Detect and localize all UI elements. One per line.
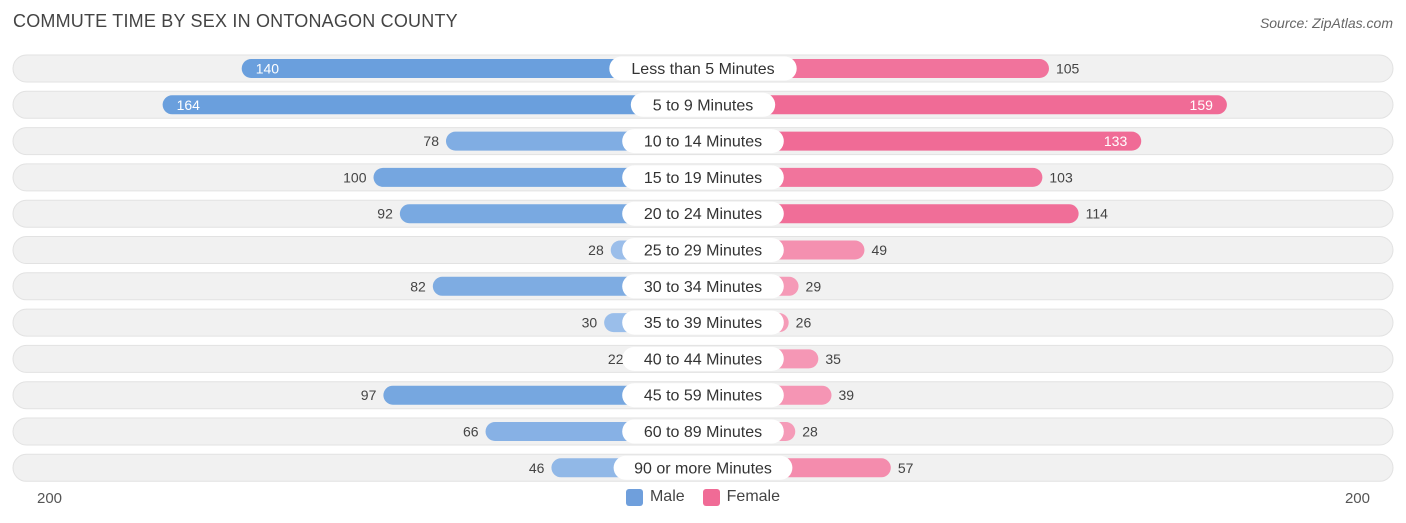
value-label-female: 133	[1104, 133, 1128, 149]
source-label: Source: ZipAtlas.com	[1259, 15, 1393, 31]
category-label: 10 to 14 Minutes	[644, 134, 762, 151]
category-label: 30 to 34 Minutes	[644, 279, 762, 296]
category-pill	[622, 201, 784, 226]
category-label: Less than 5 Minutes	[631, 61, 774, 78]
category-pill	[609, 56, 797, 81]
chart-title: COMMUTE TIME BY SEX IN ONTONAGON COUNTY	[13, 11, 458, 31]
value-label-male: 22	[608, 351, 624, 367]
value-label-male: 28	[588, 242, 604, 258]
category-label: 15 to 19 Minutes	[644, 170, 762, 187]
value-label-male: 97	[361, 387, 377, 403]
legend-item-female: Female	[702, 488, 781, 506]
axis-left-label: 200	[37, 490, 63, 507]
category-label: 45 to 59 Minutes	[644, 388, 762, 405]
value-label-male: 140	[256, 61, 280, 77]
bar-female	[703, 204, 1079, 224]
value-label-male: 92	[377, 206, 393, 222]
category-pill	[622, 238, 784, 262]
value-label-female: 29	[806, 278, 822, 294]
value-label-female: 28	[802, 424, 818, 440]
value-label-female: 35	[825, 351, 841, 367]
category-label: 25 to 29 Minutes	[644, 243, 762, 260]
legend: Male Female	[0, 488, 1406, 506]
bar-female	[703, 95, 1227, 115]
legend-label-male: Male	[649, 488, 685, 505]
legend-swatch-male	[625, 488, 643, 506]
category-label: 40 to 44 Minutes	[644, 351, 762, 368]
value-label-female: 49	[871, 242, 887, 258]
category-pill	[622, 310, 784, 335]
value-label-female: 39	[839, 387, 855, 403]
category-label: 5 to 9 Minutes	[653, 97, 754, 114]
category-pill	[622, 419, 784, 444]
value-label-female: 103	[1049, 169, 1073, 185]
value-label-female: 105	[1056, 61, 1080, 77]
bar-male	[383, 385, 703, 405]
legend-item-male: Male	[625, 488, 685, 506]
value-label-female: 57	[898, 460, 914, 476]
bar-female	[703, 131, 1142, 151]
legend-label-female: Female	[726, 488, 781, 505]
category-label: 20 to 24 Minutes	[644, 206, 762, 223]
value-label-male: 82	[410, 278, 426, 294]
category-pill	[622, 274, 784, 299]
category-pill	[622, 129, 784, 154]
bar-male	[241, 59, 703, 78]
category-label: 35 to 39 Minutes	[644, 315, 762, 332]
category-label: 90 or more Minutes	[634, 460, 772, 477]
category-pill	[613, 455, 793, 480]
value-label-female: 114	[1086, 206, 1109, 222]
category-pill	[630, 92, 776, 117]
value-label-female: 26	[796, 315, 812, 331]
bar-male	[373, 167, 703, 187]
value-label-male: 164	[177, 97, 201, 113]
value-label-male: 100	[343, 169, 367, 185]
value-label-male: 78	[423, 133, 439, 149]
value-label-male: 66	[463, 424, 479, 440]
bar-male	[162, 95, 703, 115]
legend-swatch-female	[702, 488, 720, 506]
category-pill	[622, 383, 784, 408]
bar-female	[703, 167, 1043, 187]
axis-right-label: 200	[1344, 490, 1370, 507]
category-label: 60 to 89 Minutes	[644, 424, 762, 441]
category-pill	[622, 165, 784, 190]
value-label-female: 159	[1190, 97, 1214, 113]
value-label-male: 30	[582, 315, 598, 331]
value-label-male: 46	[529, 460, 545, 476]
category-pill	[622, 346, 784, 371]
